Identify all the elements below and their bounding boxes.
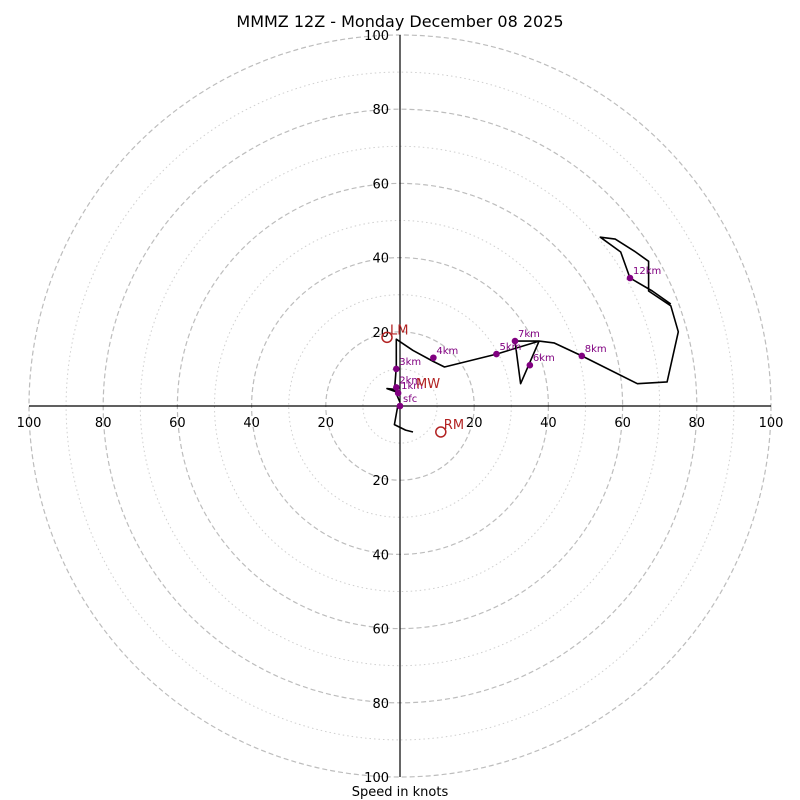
height-point-12km <box>626 274 634 282</box>
storm-motion-lm-marker <box>381 331 393 344</box>
tick-label-left-100: 100 <box>17 416 42 431</box>
tick-label-right-20: 20 <box>466 416 483 431</box>
x-axis-label: Speed in knots <box>352 785 449 800</box>
height-label-8km: 8km <box>585 344 607 355</box>
height-point-7km <box>511 337 519 345</box>
height-point-8km <box>578 352 586 360</box>
tick-label-right-60: 60 <box>614 416 631 431</box>
hodograph-line <box>386 236 680 403</box>
tick-label-right-100: 100 <box>759 416 784 431</box>
tick-label-left-40: 40 <box>243 416 260 431</box>
tick-label-bottom-40: 40 <box>372 548 389 563</box>
height-point-4km <box>430 354 437 362</box>
storm-motion-rm-marker <box>435 426 447 438</box>
tick-label-bottom-100: 100 <box>364 771 389 786</box>
tick-label-right-40: 40 <box>540 416 557 431</box>
height-label-1km: 1km <box>401 381 423 392</box>
height-label-6km: 6km <box>533 353 555 364</box>
tick-label-left-20: 20 <box>318 416 335 431</box>
storm-motion-mw-label: MW <box>416 377 440 392</box>
tick-label-top-40: 40 <box>372 252 389 267</box>
tick-label-left-80: 80 <box>95 416 112 431</box>
hodograph-surface-tail <box>393 403 414 433</box>
tick-label-left-60: 60 <box>169 416 186 431</box>
height-point-5km <box>493 350 500 358</box>
chart-title: MMMZ 12Z - Monday December 08 2025 <box>236 12 563 31</box>
tick-label-top-20: 20 <box>372 326 389 341</box>
storm-motion-markers: LM RM MW <box>381 323 464 438</box>
height-label-12km: 12km <box>633 266 661 277</box>
tick-label-top-100: 100 <box>364 29 389 44</box>
storm-motion-rm-label: RM <box>444 418 464 433</box>
height-label-5km: 5km <box>499 342 521 353</box>
tick-label-bottom-80: 80 <box>372 697 389 712</box>
tick-label-right-80: 80 <box>689 416 706 431</box>
tick-label-bottom-20: 20 <box>372 474 389 489</box>
tick-label-bottom-60: 60 <box>372 623 389 638</box>
height-label-4km: 4km <box>436 346 458 357</box>
height-label-3km: 3km <box>399 357 421 368</box>
tick-label-top-60: 60 <box>372 177 389 192</box>
height-label-sfc: sfc <box>403 394 417 405</box>
height-point-6km <box>526 361 534 369</box>
height-point-3km <box>392 365 400 373</box>
tick-label-top-80: 80 <box>372 103 389 118</box>
height-label-7km: 7km <box>518 329 540 340</box>
height-label-2km: 2km <box>399 375 421 386</box>
height-point-1km <box>394 389 402 397</box>
tick-labels: 100 100 100 100 80 80 80 80 60 60 60 60 40 40 40 40 20 20… <box>17 29 784 786</box>
height-point-sfc <box>396 402 404 410</box>
height-point-2km <box>392 384 400 391</box>
storm-motion-lm-label: LM <box>390 323 408 338</box>
hodograph-traces <box>386 236 680 433</box>
